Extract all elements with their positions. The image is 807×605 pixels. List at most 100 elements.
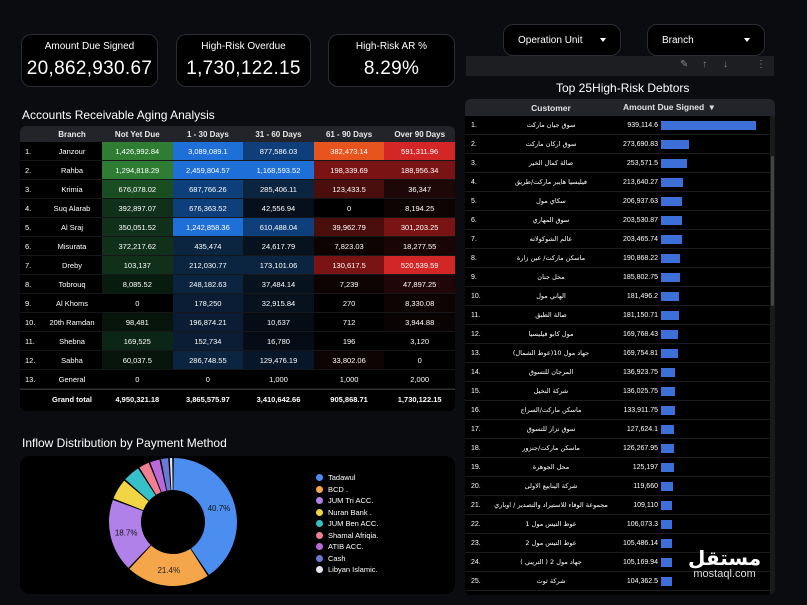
col-header-1-30[interactable]: 1 - 30 Days	[186, 129, 229, 139]
donut-slice-libyan-islamic[interactable]	[169, 458, 173, 491]
donut-slice-bcd[interactable]	[129, 545, 208, 586]
table-row[interactable]: 7. Dreby 103,137 212,030.77 173,101.06 130,61…	[20, 256, 455, 275]
caret-down-icon	[600, 38, 606, 42]
legend-item[interactable]: Nuran Bank .	[316, 507, 378, 519]
customer-cell: سوق اركان ماركت	[525, 140, 577, 148]
sort-desc-icon[interactable]: ▾	[709, 102, 714, 112]
more-options-icon[interactable]: ⋮	[756, 59, 766, 70]
legend-item[interactable]: JUM Ben ACC.	[316, 518, 378, 530]
total-cell: 1,730,122.15	[397, 395, 442, 404]
scrollbar-thumb[interactable]	[771, 156, 774, 306]
table-row[interactable]: 5. سكاي مول 206,937.63	[465, 192, 775, 211]
donut-slice-atib-acc[interactable]	[150, 459, 167, 493]
col-header-not-yet-due[interactable]: Not Yet Due	[114, 129, 160, 139]
donut-slice-tadawul[interactable]	[173, 458, 237, 575]
value-cell: 42,556.94	[243, 199, 314, 217]
legend-item[interactable]: BCD .	[316, 484, 378, 496]
customer-cell: شركة الينابيع الاولى	[524, 482, 578, 490]
table-row[interactable]: 18. ماسكن ماركت/جنزور 126,267.95	[465, 439, 775, 458]
legend-item[interactable]: Cash	[316, 553, 378, 565]
table-row[interactable]: 5. Al Sraj 350,051.52 1,242,858.36 610,488.0…	[20, 218, 455, 237]
table-row[interactable]: 25. شركة ثوت 104,362.5	[465, 572, 775, 591]
value-cell: 2,459,804.57	[172, 161, 244, 179]
table-row[interactable]: 3. Krimia 676,078.02 687,766.26 285,406.11 12…	[20, 180, 455, 199]
operation-unit-dropdown[interactable]: Operation Unit	[503, 24, 621, 56]
table-row[interactable]: 17. سوق نزار للتسوق 127,624.1	[465, 420, 775, 439]
row-index: 12.	[471, 330, 481, 338]
table-row[interactable]: 8. Tobrouq 8,085.52 248,182.63 37,484.14 7,23…	[20, 275, 455, 294]
table-row[interactable]: 4. Suq Alarab 392,897.07 676,363.52 42,556.9…	[20, 199, 455, 218]
donut-slice-cash[interactable]	[161, 458, 171, 491]
row-index: 11.	[25, 336, 35, 346]
table-row[interactable]: 12. مول كابو فيليسيا 169,768.43	[465, 325, 775, 344]
arrow-up-icon[interactable]: ↑	[702, 59, 707, 70]
donut-slice-jum-ben-acc[interactable]	[125, 468, 156, 501]
table-row[interactable]: 10. 20th Ramdan 98,481 196,874.21 10,637 712 3…	[20, 313, 455, 332]
table-row[interactable]: 21. مجموعة الوفاء للاستيراد والتصدير / او…	[465, 496, 775, 515]
row-index: 18.	[471, 444, 481, 452]
amount-bar	[661, 481, 674, 491]
table-row[interactable]: 14. المرجان للتسوق 136,923.75	[465, 363, 775, 382]
legend-item[interactable]: ATIB ACC.	[316, 541, 378, 553]
table-row[interactable]: 9. Al Khoms 0 178,250 32,915.84 270 8,330.08	[20, 294, 455, 313]
donut-slice-shamal-afriqia[interactable]	[139, 462, 161, 495]
customer-cell: سكاي مول	[536, 197, 566, 205]
legend-dot-icon	[316, 508, 323, 516]
col-header-61-90[interactable]: 61 - 90 Days	[325, 129, 373, 139]
table-row[interactable]: 9. محل جنان 185,802.75	[465, 268, 775, 287]
table-row[interactable]: 23. عوط التيس مول 2 105,486.14	[465, 534, 775, 553]
value-cell: 0	[172, 370, 244, 388]
donut-slice-jum-tri-acc[interactable]	[108, 499, 151, 568]
table-row[interactable]: 7. عالم الشوكولاته 203,465.74	[465, 230, 775, 249]
table-row[interactable]: 6. Misurata 372,217.62 435,474 24,617.79 7,82…	[20, 237, 455, 256]
col-header-branch[interactable]: Branch	[58, 129, 86, 139]
table-row[interactable]: 13. جهاد مول 10(عوط الشمال) 169,754.81	[465, 344, 775, 363]
row-index: 17.	[471, 425, 481, 433]
legend-item[interactable]: Shamal Afriqia.	[316, 530, 378, 542]
table-row[interactable]: 22. عوط التيس مول 1 106,073.3	[465, 515, 775, 534]
legend-item[interactable]: JUM Tri ACC.	[316, 495, 378, 507]
grand-total-label: Grand total	[51, 395, 92, 404]
table-row[interactable]: 12. Sabha 60,037.5 286,748.55 129,476.19 33,8…	[20, 351, 455, 370]
table-row[interactable]: 13. General 0 0 1,000 1,000 2,000	[20, 370, 455, 389]
inflow-donut-chart: 40.7% 21.4% 18.7%	[108, 458, 237, 586]
donut-slice-nuran-bank[interactable]	[113, 480, 149, 511]
value-cell: 8,085.52	[102, 275, 173, 293]
col-header-over-90[interactable]: Over 90 Days	[394, 129, 446, 139]
table-row[interactable]: 8. ماسكن ماركت/ عين زارة 190,868.22	[465, 249, 775, 268]
col-header-amount[interactable]: Amount Due Signed ▾	[609, 102, 759, 113]
value-cell: 188,956.34	[384, 161, 455, 179]
table-row[interactable]: 19. محل الجوهرة 125,197	[465, 458, 775, 477]
table-row[interactable]: 15. شركة النخيل 136,025.75	[465, 382, 775, 401]
arrow-down-icon[interactable]: ↓	[723, 59, 728, 70]
table-row[interactable]: 6. سوق المهاري 203,530.87	[465, 211, 775, 230]
branch-dropdown[interactable]: Branch	[647, 24, 765, 56]
table-row[interactable]: 1. Janzour 1,426,992.84 3,089,089.1 877,586.…	[20, 142, 455, 161]
table-row[interactable]: 1. سوق جيان ماركت 939,114.6	[465, 116, 775, 135]
edit-icon[interactable]: ✎	[680, 59, 689, 70]
legend-item[interactable]: Libyan Islamic.	[316, 564, 378, 576]
col-header-customer[interactable]: Customer	[531, 102, 571, 113]
table-row[interactable]: 2. Rahba 1,294,818.29 2,459,804.57 1,168,593…	[20, 161, 455, 180]
kpi-label: High-Risk Overdue	[201, 41, 286, 52]
scrollbar[interactable]	[770, 116, 775, 595]
row-index: 13.	[471, 349, 481, 357]
col-header-31-60[interactable]: 31 - 60 Days	[255, 129, 302, 139]
table-row[interactable]: 24. جهاد مول 2 ( التريبي ) 105,169.94	[465, 553, 775, 572]
table-row[interactable]: 11. صالة الطبق 181,150.71	[465, 306, 775, 325]
table-row[interactable]: 2. سوق اركان ماركت 273,690.83	[465, 135, 775, 154]
table-row[interactable]: 10. الهاني مول 181,496.2	[465, 287, 775, 306]
legend-dot-icon	[316, 566, 323, 574]
value-cell: 301,203.25	[384, 218, 455, 236]
table-row[interactable]: 4. فيليسيا هايبر ماركت/طريق 213,640.27	[465, 173, 775, 192]
amount-bar	[661, 576, 672, 586]
customer-cell: عالم الشوكولاته	[529, 235, 573, 243]
legend-label: Cash	[328, 553, 346, 563]
visual-toolbar: ✎ ↑ ↓ ⋮	[466, 56, 774, 76]
table-row[interactable]: 11. Shebna 169,525 152,734 16,780 196 3,120	[20, 332, 455, 351]
value-cell: 382,473.14	[313, 142, 385, 160]
table-row[interactable]: 16. ماسكن ماركت/السراج 133,911.75	[465, 401, 775, 420]
table-row[interactable]: 20. شركة الينابيع الاولى 119,660	[465, 477, 775, 496]
table-row[interactable]: 3. صالة كمال الخير 253,571.5	[465, 154, 775, 173]
legend-item[interactable]: Tadawul	[316, 472, 378, 484]
